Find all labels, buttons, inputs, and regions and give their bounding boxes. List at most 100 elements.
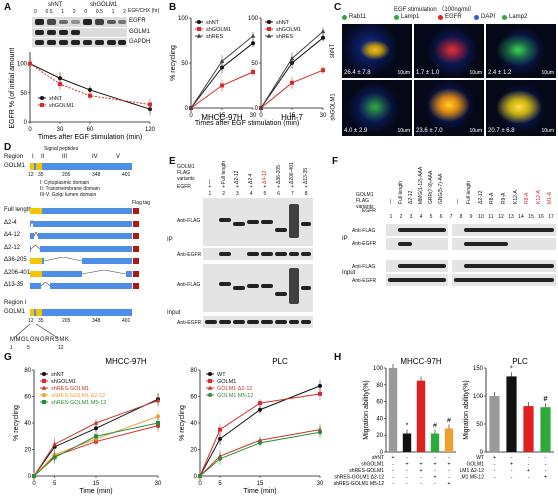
y-axis-label: Migration ability(%) — [363, 380, 370, 440]
bar — [416, 380, 426, 452]
data-point — [321, 68, 325, 73]
condition-sign: - — [545, 462, 547, 468]
condition-sign: + — [433, 475, 436, 481]
lane-numbers: 1 2 3 4 5 6 7 8 — [203, 191, 313, 197]
egfr-sign: + — [277, 184, 281, 190]
blot-ip-flag — [386, 224, 448, 236]
panel-title: EGF stimulation （100ng/ml） — [394, 7, 476, 13]
y-tick-label: 40 — [376, 416, 383, 422]
bar — [430, 433, 440, 452]
data-point — [88, 87, 92, 92]
construct-row: Δ13-35 — [0, 281, 165, 291]
condition-sign: - — [448, 455, 450, 461]
legend-item: Rab11 — [349, 14, 367, 20]
egfr-sign: + — [235, 184, 239, 190]
legend-label: shNT — [206, 20, 220, 26]
position-label: 401 — [122, 172, 131, 178]
protein-label: GOLM1 — [4, 163, 26, 169]
micrograph: 20.7 ± 6.8 10um — [486, 80, 556, 136]
data-point — [218, 456, 222, 461]
construct-segment — [50, 283, 132, 289]
data-point — [208, 372, 212, 376]
series-line — [260, 31, 324, 109]
legend-item: EGFR — [445, 14, 462, 20]
lane-number: 8 — [304, 191, 308, 197]
blot-label: Anti-EGFR — [352, 241, 377, 247]
flag-tag — [133, 283, 139, 289]
x-tick-label: 5 — [218, 481, 222, 487]
panel-c: C EGF stimulation （100ng/ml） Rab11 Lamp1… — [330, 0, 558, 140]
legend-label: WT — [217, 372, 226, 378]
lane-number: 2 — [222, 191, 226, 197]
blot-ip-flag — [452, 224, 556, 236]
row-label: shNT — [330, 43, 337, 59]
variant-label: R8-A — [489, 192, 496, 204]
series-line — [199, 429, 321, 477]
chart-title: PLC — [512, 357, 528, 366]
condition-sign: + — [405, 462, 408, 468]
condition-sign: - — [528, 455, 530, 461]
variant-label: Δ36-205 — [275, 165, 282, 184]
ip-label: IP — [342, 236, 348, 242]
value-label: 20.7 ± 6.8 — [488, 128, 515, 134]
bar — [540, 407, 551, 452]
panel-a: A shNT shGOLM1 0 0.5 1 2 0 0.5 1 2 EGF/C… — [0, 0, 165, 140]
lane-number: 12 — [498, 214, 504, 220]
data-point — [220, 83, 224, 88]
lane-number: 15 — [528, 214, 534, 220]
y-tick-label: 50 — [251, 61, 258, 67]
data-point — [188, 105, 194, 110]
variants-label: GOLM1 FLAG variants — [177, 164, 195, 182]
legend-item: DAPI — [481, 14, 496, 20]
region-label: Region I — [4, 300, 27, 306]
construct-segment — [126, 270, 132, 277]
lane-number: 14 — [518, 214, 524, 220]
position-label: 348 — [92, 318, 101, 324]
flag-tag — [133, 208, 139, 214]
value-label: 23.6 ± 7.0 — [416, 128, 443, 134]
x-tick-label: 0 — [28, 127, 32, 133]
condition-sign: - — [392, 468, 394, 474]
y-tick-label: 50 — [20, 91, 27, 97]
significance-mark: # — [447, 417, 451, 424]
zoom-lines — [13, 324, 59, 339]
chart-title: MHCC-97H — [105, 357, 147, 366]
domain-legend: III-V: Golgi lumen domain — [40, 192, 97, 198]
x-tick-label: 30 — [155, 481, 162, 487]
y-tick-label: 0 — [28, 474, 32, 480]
time-label: 1 — [111, 9, 115, 15]
legend: Rab11 Lamp1 EGFR DAPI Lamp2 — [342, 14, 556, 22]
construct-segment — [82, 258, 132, 264]
region-numeral: V — [116, 154, 121, 160]
bar — [506, 376, 517, 452]
region-numeral: III — [62, 154, 68, 160]
significance-mark: * — [406, 423, 409, 430]
data-point — [40, 103, 44, 107]
y-tick-label: 100 — [178, 16, 189, 22]
deletion-line — [82, 269, 126, 274]
y-tick-label: 0 — [480, 450, 484, 456]
panel-label: H — [334, 352, 342, 363]
blot-label: Anti-FLAG — [177, 282, 201, 288]
micrograph: 4.0 ± 2.9 10um — [342, 80, 412, 136]
data-point — [156, 414, 160, 419]
significance-mark: # — [544, 396, 548, 403]
construct-segment — [30, 258, 44, 264]
legend-label: shNT — [49, 96, 63, 102]
data-point — [318, 430, 322, 435]
x-tick-label: 30 — [320, 113, 327, 119]
blot-row-label: GAPDH — [129, 39, 151, 45]
x-axis-label: Time (min) — [243, 488, 276, 495]
condition-label: WT — [476, 455, 484, 461]
y-axis-label: EGFR % (of initial amount) — [9, 48, 16, 129]
data-point — [94, 426, 98, 431]
legend-label: GOLM1 M5-12 — [217, 393, 253, 399]
x-tick-label: 120 — [145, 127, 156, 133]
condition-sign: + — [447, 481, 450, 487]
x-tick-label: 15 — [257, 481, 264, 487]
data-point — [52, 441, 57, 446]
data-point — [266, 33, 272, 38]
significance-mark: * — [510, 365, 513, 372]
data-point — [42, 379, 46, 383]
x-axis-label: Times after EGF stimulation (min) — [195, 120, 299, 127]
